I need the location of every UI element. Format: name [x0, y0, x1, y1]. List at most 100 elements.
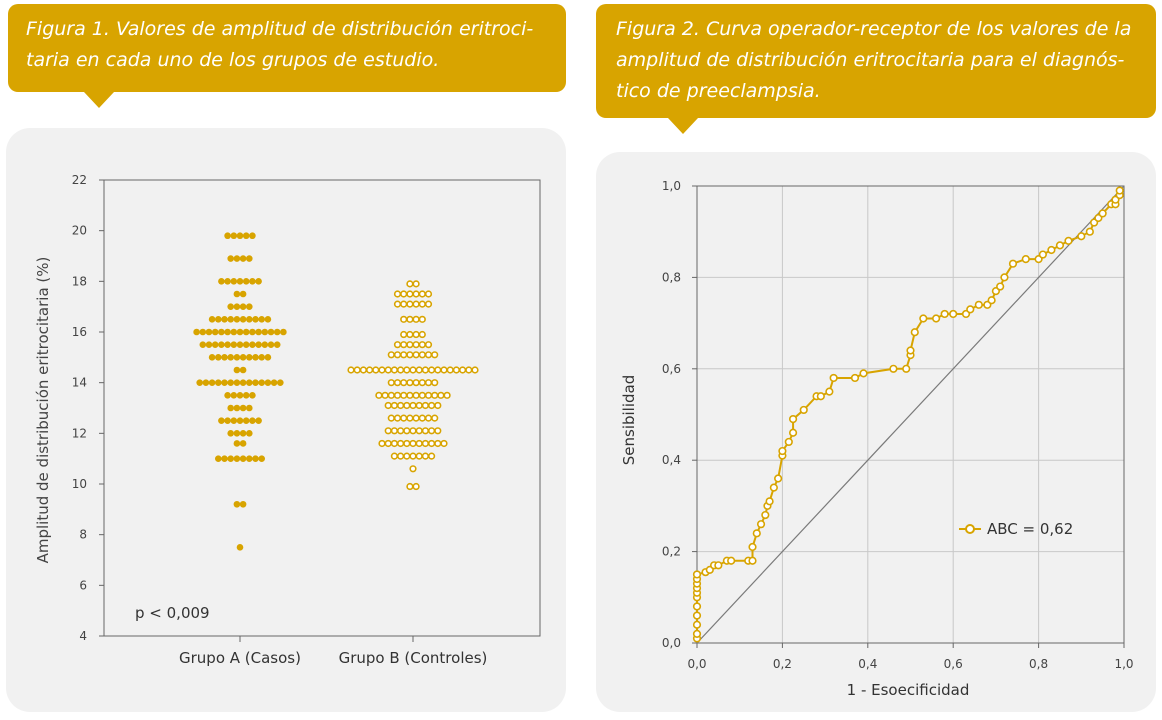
x-tick-label: 0,2 — [773, 657, 792, 671]
caption-pointer-icon — [668, 118, 698, 134]
data-point — [246, 316, 253, 323]
data-point — [233, 354, 241, 361]
data-point — [224, 328, 231, 336]
roc-point — [1047, 245, 1056, 255]
y-tick-label: 10 — [72, 477, 87, 491]
data-point — [277, 379, 284, 386]
roc-point — [940, 309, 949, 319]
roc-point — [692, 602, 702, 611]
roc-point — [748, 556, 757, 565]
roc-point — [1000, 273, 1009, 282]
y-tick-label: 16 — [72, 325, 87, 339]
data-point — [205, 328, 213, 336]
data-point — [434, 427, 442, 435]
data-point — [218, 328, 225, 336]
roc-point — [910, 328, 919, 337]
reference-diagonal-line — [696, 185, 1125, 644]
data-point — [471, 366, 479, 374]
data-point — [249, 341, 256, 348]
data-point — [239, 255, 247, 262]
roc-point — [902, 364, 911, 373]
roc-point — [966, 305, 975, 314]
y-axis-label: Sensibilidad — [620, 375, 638, 466]
legend-label: ABC = 0,62 — [987, 520, 1073, 538]
figure-2-caption-line-1: Figura 2. Curva operador-receptor de los… — [616, 18, 1132, 40]
data-point — [270, 379, 278, 386]
data-point — [227, 303, 234, 310]
roc-point — [825, 387, 834, 396]
data-point — [233, 430, 241, 437]
data-point — [412, 482, 420, 491]
data-point — [233, 255, 241, 262]
data-point — [418, 315, 426, 323]
x-tick-label: 0,6 — [944, 657, 963, 671]
y-tick-label: 0,6 — [662, 362, 681, 376]
roc-point — [996, 282, 1005, 291]
data-point — [211, 341, 219, 348]
data-point — [246, 430, 253, 437]
data-point — [224, 392, 231, 399]
y-tick-label: 12 — [72, 426, 87, 440]
figure-2-caption-line-2: amplitud de distribución eritrocitaria p… — [616, 49, 1125, 71]
data-point — [246, 255, 253, 262]
y-tick-label: 14 — [72, 376, 87, 390]
roc-point — [850, 373, 860, 383]
data-point — [434, 401, 442, 410]
data-point — [252, 455, 259, 462]
y-tick-label: 0,8 — [662, 270, 681, 284]
data-point — [242, 328, 250, 336]
roc-point — [1077, 232, 1086, 241]
data-point — [224, 278, 231, 285]
data-point — [242, 341, 250, 348]
roc-point — [788, 414, 798, 424]
data-point — [208, 379, 216, 386]
data-point — [218, 278, 225, 285]
data-point — [227, 316, 234, 323]
data-point — [215, 379, 222, 386]
roc-point — [816, 392, 825, 401]
data-point — [233, 290, 241, 298]
data-point — [239, 440, 247, 447]
data-point — [249, 417, 256, 424]
data-point — [227, 379, 234, 386]
data-point — [193, 328, 200, 336]
data-point — [239, 290, 247, 298]
data-point — [409, 465, 417, 473]
roc-point — [727, 556, 736, 565]
data-point — [431, 351, 439, 359]
y-tick-label: 0,0 — [662, 636, 681, 650]
roc-point — [788, 428, 798, 437]
roc-point — [799, 405, 808, 415]
data-point — [258, 354, 266, 361]
data-point — [242, 392, 250, 399]
data-point — [236, 341, 244, 348]
data-point — [258, 455, 266, 462]
data-point — [264, 316, 272, 323]
data-point — [418, 330, 426, 339]
roc-point — [692, 620, 702, 629]
x-tick-label: 0,8 — [1029, 657, 1048, 671]
figure-1-panel — [6, 128, 566, 712]
data-point — [246, 404, 253, 412]
data-point — [267, 328, 275, 336]
data-point — [431, 414, 439, 422]
roc-point — [906, 346, 915, 355]
data-point — [443, 391, 451, 399]
roc-point — [774, 474, 783, 483]
data-point — [208, 354, 216, 361]
data-point — [264, 379, 272, 386]
data-point — [227, 354, 234, 361]
roc-point — [765, 497, 774, 506]
data-point — [261, 328, 269, 336]
data-point — [202, 379, 210, 386]
data-point — [431, 379, 439, 387]
data-point — [264, 354, 272, 361]
data-point — [224, 417, 231, 424]
data-point — [424, 300, 433, 308]
data-point — [233, 500, 241, 508]
data-point — [227, 255, 234, 262]
data-point — [236, 328, 244, 336]
data-point — [221, 316, 228, 323]
data-point — [199, 341, 207, 348]
